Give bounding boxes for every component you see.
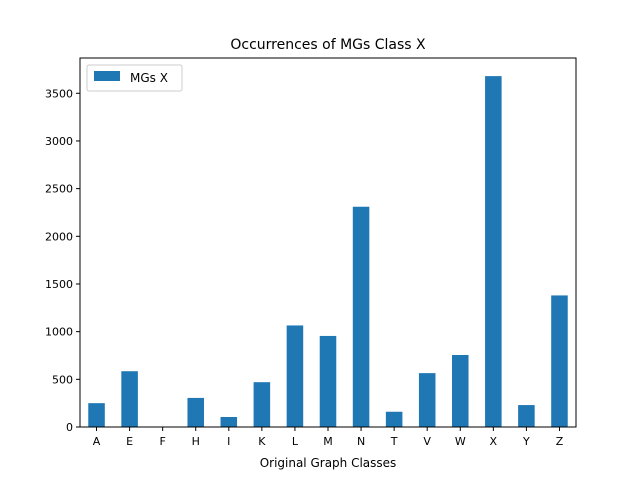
chart-title: Occurrences of MGs Class X bbox=[230, 37, 426, 53]
x-axis-label: Original Graph Classes bbox=[260, 456, 397, 470]
bar-K bbox=[253, 382, 271, 427]
y-tick-label: 2500 bbox=[45, 183, 73, 196]
bar-Z bbox=[551, 295, 568, 427]
y-tick-label: 3000 bbox=[45, 135, 73, 148]
x-tick-label: Z bbox=[556, 435, 564, 448]
x-tick-label: E bbox=[126, 435, 133, 448]
x-tick-label: N bbox=[357, 435, 365, 448]
x-tick-label: A bbox=[93, 435, 101, 448]
x-tick-label: H bbox=[192, 435, 200, 448]
bar-A bbox=[88, 403, 105, 427]
y-tick-label: 3500 bbox=[45, 87, 73, 100]
x-tick-label: X bbox=[490, 435, 498, 448]
x-tick-label: V bbox=[423, 435, 431, 448]
bar-N bbox=[352, 206, 370, 427]
x-tick-label: F bbox=[160, 435, 166, 448]
x-tick-label: W bbox=[455, 435, 466, 448]
bars-group bbox=[88, 76, 568, 428]
bar-E bbox=[121, 371, 138, 427]
y-axis: 0 500 1000 1500 2000 2500 3000 3500 bbox=[45, 87, 80, 434]
bar-X bbox=[485, 76, 502, 428]
bar-W bbox=[452, 355, 469, 427]
x-tick-label: L bbox=[292, 435, 299, 448]
x-tick-label: K bbox=[258, 435, 266, 448]
x-tick-label: Y bbox=[522, 435, 530, 448]
x-tick-label: T bbox=[390, 435, 398, 448]
x-tick-label: M bbox=[323, 435, 333, 448]
bar-T bbox=[385, 411, 403, 427]
legend: MGs X bbox=[86, 64, 183, 92]
y-tick-label: 1000 bbox=[45, 326, 73, 339]
bar-M bbox=[319, 335, 337, 427]
y-tick-label: 1500 bbox=[45, 278, 73, 291]
bar-V bbox=[418, 373, 436, 427]
y-tick-label: 2000 bbox=[45, 230, 73, 243]
bar-Y bbox=[518, 405, 535, 427]
bar-I bbox=[220, 416, 238, 427]
x-tick-label: I bbox=[227, 435, 230, 448]
bar-L bbox=[286, 325, 304, 427]
legend-swatch bbox=[94, 71, 120, 81]
bar-H bbox=[187, 397, 204, 427]
legend-label: MGs X bbox=[130, 71, 168, 85]
y-tick-label: 500 bbox=[52, 373, 73, 386]
y-tick-label: 0 bbox=[66, 421, 73, 434]
